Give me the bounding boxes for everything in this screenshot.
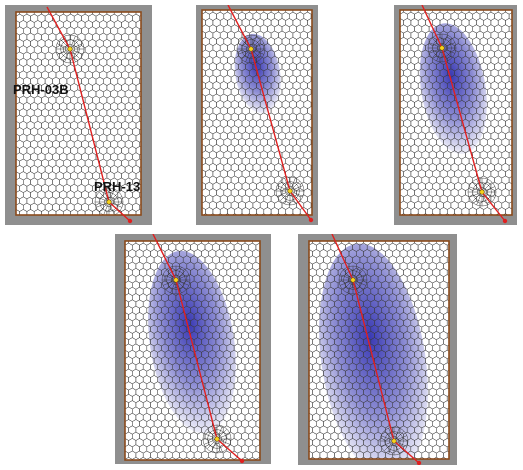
model-frame: [124, 240, 261, 461]
injection-well-label: PRH-03B: [13, 82, 69, 97]
panel-1-svg: PRH-03B PRH-13: [13, 6, 142, 224]
production-well-marker: [391, 438, 397, 444]
well-trajectory-line: [421, 5, 506, 222]
panel-5: [298, 234, 457, 465]
panel-2: [196, 5, 318, 225]
hex-grid: [400, 10, 512, 215]
injection-well-marker: [248, 46, 254, 52]
hex-grid: [16, 12, 141, 215]
production-well-marker: [106, 199, 112, 205]
panel-1: PRH-03B PRH-13: [5, 5, 152, 225]
model-frame: [399, 9, 513, 216]
model-frame: [201, 9, 313, 216]
trajectory-end-marker: [502, 218, 508, 224]
panel-5-svg: [308, 234, 450, 465]
trajectory-end-marker: [239, 458, 245, 464]
well-trajectory-line: [331, 234, 420, 464]
panel-2-svg: [201, 5, 314, 223]
well-trajectory-line: [46, 6, 131, 222]
panel-3: [394, 5, 517, 225]
production-well-marker: [479, 189, 485, 195]
trajectory-end-marker: [416, 460, 422, 465]
model-frame: [15, 11, 142, 216]
grid-area: [16, 12, 141, 215]
trajectory-end-marker: [127, 218, 133, 224]
production-well-marker: [287, 188, 293, 194]
hex-grid: [202, 10, 312, 215]
production-well-label: PRH-13: [94, 179, 140, 194]
well-trajectory-line: [227, 5, 312, 221]
trajectory-end-marker: [308, 217, 314, 223]
model-frame: [308, 240, 450, 460]
panel-3-svg: [399, 5, 513, 224]
well-trajectory-line: [152, 234, 243, 462]
injection-well-marker: [439, 45, 445, 51]
production-well-marker: [214, 436, 220, 442]
injection-well-marker: [67, 46, 73, 52]
panel-4-svg: [124, 234, 261, 464]
injection-well-marker: [350, 277, 356, 283]
panel-4: [115, 234, 271, 464]
injection-well-marker: [173, 277, 179, 283]
